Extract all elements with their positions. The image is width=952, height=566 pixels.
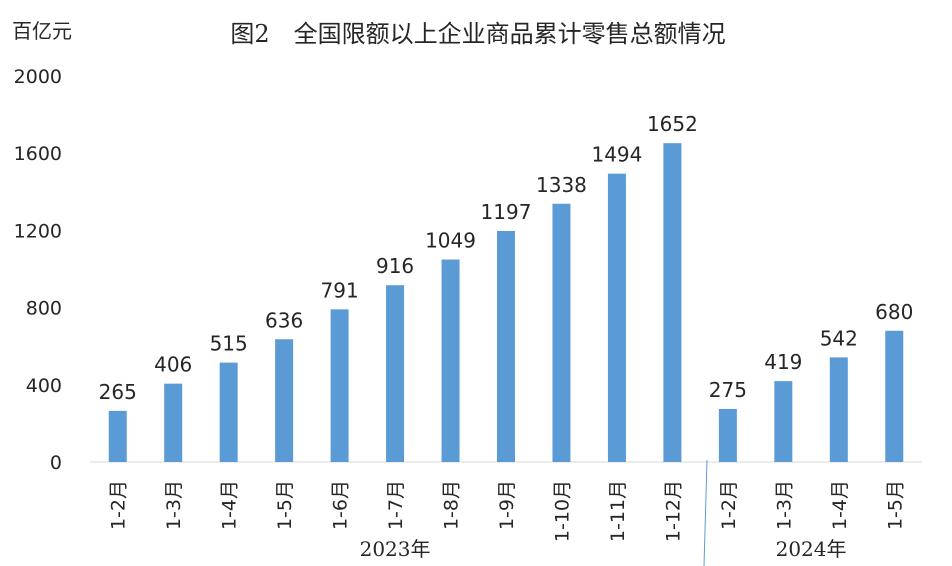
x-tick-label: 1-3月 (773, 480, 795, 530)
data-label: 265 (99, 380, 137, 404)
bar (663, 143, 682, 462)
bar (497, 230, 515, 462)
bar (108, 410, 127, 462)
y-axis-ticks: 0 400 800 1200 1600 2000 (14, 66, 62, 474)
x-tick-label: 1-9月 (496, 480, 518, 530)
y-tick-label: 1200 (14, 220, 62, 242)
group-label: 2023年 (360, 537, 431, 561)
data-label: 680 (875, 300, 913, 324)
bar (441, 259, 460, 462)
y-tick-label: 1600 (14, 143, 62, 165)
chart-title: 图2 全国限额以上企业商品累计零售总额情况 (230, 20, 725, 48)
data-label: 542 (820, 326, 858, 350)
data-label: 1494 (591, 143, 642, 167)
x-tick-label: 1-2月 (108, 480, 130, 530)
data-label: 406 (154, 353, 192, 377)
y-axis-unit-label: 百亿元 (12, 19, 72, 43)
y-tick-label: 2000 (14, 66, 62, 88)
x-tick-label: 1-8月 (441, 480, 463, 530)
bar (774, 381, 793, 462)
data-label: 1652 (647, 112, 698, 136)
bar (829, 357, 848, 462)
x-tick-label: 1-5月 (884, 480, 906, 530)
group-label: 2024年 (776, 537, 847, 561)
data-label: 275 (709, 378, 747, 402)
data-label: 419 (764, 350, 802, 374)
group-labels: 2023年 2024年 (360, 537, 847, 561)
bar (607, 173, 626, 462)
y-tick-label: 0 (50, 452, 62, 474)
bar (718, 408, 737, 462)
x-tick-label: 1-5月 (274, 480, 296, 530)
x-tick-label: 1-7月 (385, 480, 407, 530)
data-label: 636 (265, 308, 303, 332)
x-tick-label: 1-3月 (163, 480, 185, 530)
data-label: 1197 (481, 200, 532, 224)
x-tick-label: 1-4月 (829, 480, 851, 530)
data-label: 1049 (425, 229, 476, 253)
bar (885, 330, 904, 462)
y-tick-label: 800 (26, 298, 62, 320)
x-tick-label: 1-2月 (718, 480, 740, 530)
x-tick-label: 1-4月 (219, 480, 241, 530)
x-tick-label: 1-6月 (330, 480, 352, 530)
bar (275, 339, 294, 462)
bar (164, 383, 183, 462)
data-label: 515 (210, 332, 248, 356)
bars (108, 143, 904, 463)
bar (552, 203, 571, 463)
bar (386, 285, 405, 462)
group-separator (703, 459, 708, 566)
x-tick-label: 1-10月 (551, 480, 573, 542)
data-label: 791 (321, 278, 359, 302)
y-tick-label: 400 (26, 375, 62, 397)
data-label: 916 (376, 254, 414, 278)
bar (330, 309, 349, 462)
data-label: 1338 (536, 173, 587, 197)
x-axis-ticks: 1-2月 1-3月 1-4月 1-5月 1-6月 1-7月 1-8月 1-9月 1-10月 1-1… (108, 480, 907, 542)
x-tick-label: 1-11月 (607, 480, 629, 542)
bar (219, 362, 238, 462)
x-tick-label: 1-12月 (662, 480, 684, 542)
